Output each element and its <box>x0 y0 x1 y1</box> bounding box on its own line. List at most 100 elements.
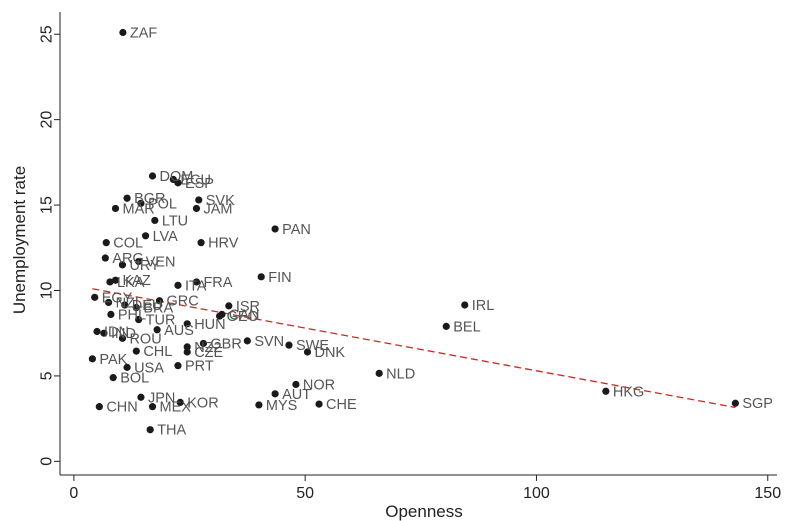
data-point-aut <box>271 390 279 398</box>
point-label-bel: BEL <box>453 319 480 335</box>
point-label-bgr: BGR <box>134 191 165 207</box>
data-point-ita <box>174 281 182 289</box>
point-label-zaf: ZAF <box>130 26 158 42</box>
data-point-che <box>315 400 323 408</box>
point-label-tha: THA <box>157 423 186 439</box>
data-point-lva <box>141 232 150 240</box>
point-label-esp: ESP <box>185 176 214 192</box>
data-point-pol <box>137 199 145 207</box>
y-tick-label: 15 <box>39 196 56 214</box>
data-point-gbr <box>199 339 207 348</box>
point-label-jpn: JPN <box>148 390 175 406</box>
data-point-hrv <box>197 239 205 247</box>
data-point-fra <box>192 278 201 286</box>
data-point-bol <box>109 374 117 382</box>
point-label-hkg: HKG <box>613 384 644 400</box>
data-point-deu <box>121 301 129 309</box>
data-point-bra <box>132 303 140 312</box>
point-label-rou: ROU <box>129 331 161 347</box>
point-label-nld: NLD <box>386 366 415 382</box>
point-label-ecu: ECU <box>180 172 211 188</box>
data-point-svn <box>243 337 251 345</box>
point-label-nzl: NZL <box>116 295 143 311</box>
point-label-ury: URY <box>129 258 160 274</box>
point-label-chl: CHL <box>143 344 172 360</box>
point-label-prt: PRT <box>185 359 214 375</box>
point-label-pan: PAN <box>282 222 311 238</box>
data-point-nld <box>375 369 383 377</box>
points-layer <box>88 28 739 434</box>
data-point-ind <box>100 329 108 337</box>
data-point-phl <box>107 310 115 319</box>
point-label-irl: IRL <box>472 298 495 314</box>
data-point-hkg <box>602 387 610 395</box>
data-point-ury <box>118 261 127 269</box>
data-point-mex <box>148 403 157 411</box>
y-tick-label: 25 <box>39 25 56 43</box>
point-label-tur: TUR <box>146 313 176 329</box>
point-label-chn: CHN <box>106 400 137 416</box>
point-label-hun: HUN <box>194 317 225 333</box>
data-point-tur <box>135 315 143 324</box>
data-point-arg <box>101 254 109 262</box>
data-point-hun <box>183 320 191 328</box>
x-tick-label: 0 <box>69 485 78 502</box>
data-point-geo <box>215 312 224 320</box>
data-point-zaf <box>119 28 127 37</box>
point-label-jam: JAM <box>203 201 232 217</box>
point-label-pak: PAK <box>99 352 127 368</box>
point-label-mys: MYS <box>266 398 297 414</box>
point-label-kor: KOR <box>187 395 218 411</box>
point-label-nor: NOR <box>303 377 335 393</box>
data-point-rou <box>118 334 127 342</box>
trendline-layer <box>92 288 736 409</box>
data-point-aus <box>153 326 161 334</box>
data-point-nzl <box>104 298 113 307</box>
data-point-svk <box>195 196 203 204</box>
data-point-swe <box>285 341 293 349</box>
point-label-dom: DOM <box>160 169 194 185</box>
data-point-sgp <box>731 399 739 407</box>
point-label-ind: IND <box>111 326 136 342</box>
data-point-dom <box>148 172 157 180</box>
data-point-jpn <box>137 393 145 401</box>
point-label-isr: ISR <box>236 299 260 315</box>
point-label-swe: SWE <box>296 338 329 354</box>
data-point-mar <box>111 204 120 213</box>
point-label-sgp: SGP <box>742 396 773 412</box>
point-label-kaz: KAZ <box>123 273 151 289</box>
point-label-lka: LKA <box>117 275 145 291</box>
data-point-jam <box>192 204 201 213</box>
data-point-tha <box>146 426 154 434</box>
point-label-deu: DEU <box>132 298 163 314</box>
point-label-gbr: GBR <box>210 336 241 352</box>
data-point-bgr <box>123 194 131 202</box>
point-label-ita: ITA <box>185 278 207 294</box>
data-point-egy <box>91 293 99 301</box>
data-point-mys <box>255 401 263 409</box>
point-label-pol: POL <box>148 196 177 212</box>
data-point-kaz <box>111 276 120 284</box>
fitted-trendline <box>92 288 736 409</box>
data-point-nor <box>292 380 300 389</box>
point-label-phl: PHL <box>118 307 146 323</box>
x-tick-label: 150 <box>754 485 781 502</box>
point-label-bol: BOL <box>120 371 149 387</box>
point-label-che: CHE <box>326 397 357 413</box>
point-label-geo: GEO <box>227 309 259 325</box>
data-point-pak <box>88 355 96 363</box>
data-point-idn <box>93 327 101 336</box>
point-label-svn: SVN <box>254 334 284 350</box>
point-label-fra: FRA <box>203 275 232 291</box>
point-label-ven: VEN <box>146 254 176 270</box>
x-tick-label: 50 <box>296 485 314 502</box>
data-point-lka <box>106 278 114 286</box>
point-label-svk: SVK <box>206 193 235 209</box>
point-label-grc: GRC <box>166 294 198 310</box>
point-label-mar: MAR <box>123 201 155 217</box>
data-point-usa <box>123 363 131 371</box>
y-tick-label: 10 <box>39 281 56 299</box>
point-label-fin: FIN <box>268 270 291 286</box>
point-label-dnk: DNK <box>314 345 345 361</box>
y-axis-title: Unemployment rate <box>10 166 29 314</box>
